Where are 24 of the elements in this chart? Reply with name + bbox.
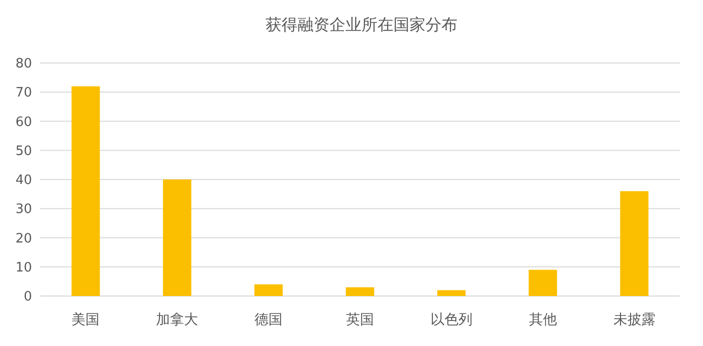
x-tick-label: 英国	[346, 312, 374, 328]
x-tick-label: 美国	[72, 312, 100, 328]
bar	[346, 287, 374, 296]
bar	[437, 290, 466, 296]
bar	[72, 86, 100, 296]
y-tick-label: 0	[24, 290, 32, 305]
x-tick-label: 以色列	[430, 312, 472, 328]
bar	[528, 270, 558, 296]
x-tick-label: 加拿大	[156, 312, 198, 328]
y-tick-label: 20	[15, 231, 32, 246]
y-tick-label: 80	[15, 56, 32, 72]
x-tick-label: 其他	[528, 312, 557, 328]
x-tick-label: 德国	[254, 312, 283, 328]
bar	[162, 180, 192, 296]
y-tick-label: 40	[15, 173, 32, 188]
y-tick-label: 30	[15, 202, 32, 218]
bar	[620, 191, 648, 296]
y-tick-label: 50	[15, 144, 32, 159]
y-tick-label: 70	[15, 86, 32, 101]
y-tick-label: 10	[15, 260, 32, 276]
bar	[254, 284, 283, 296]
x-tick-label: 未披露	[613, 312, 656, 328]
y-tick-label: 60	[15, 114, 32, 130]
chart-title: 获得融资企业所在国家分布	[266, 15, 458, 34]
